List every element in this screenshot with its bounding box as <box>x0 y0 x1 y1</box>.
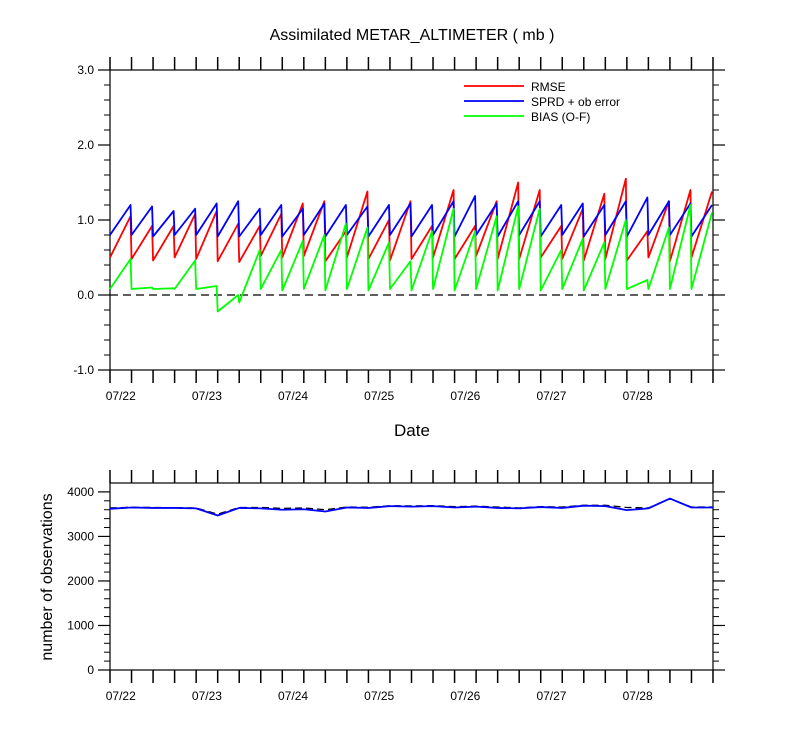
y-tick-label: 0.0 <box>77 288 94 302</box>
x-tick-label: 07/22 <box>106 389 136 403</box>
y-tick-label: 1.0 <box>77 213 94 227</box>
legend-label-sprd-ob-error: SPRD + ob error <box>531 95 620 109</box>
series-line-bias-o-f <box>109 204 713 313</box>
top-plot: 07/22 07/23 07/24 07/25 07/26 07/27 07/28 -1.0 0… <box>73 57 725 403</box>
y-tick-label: 2.0 <box>77 138 94 152</box>
series-line-sprd-ob-error <box>109 195 713 238</box>
x-tick-label: 07/23 <box>192 689 222 703</box>
y-tick-label: 2000 <box>67 574 94 588</box>
y-tick-label: 0 <box>87 663 94 677</box>
x-tick-label: 07/28 <box>623 689 653 703</box>
y-tick-label: 4000 <box>67 485 94 499</box>
legend-label-bias-o-f: BIAS (O-F) <box>531 110 590 124</box>
x-tick-label: 07/25 <box>364 689 394 703</box>
bottom-plot: 07/22 07/23 07/24 07/25 07/26 07/27 07/28 0 1000… <box>67 470 725 703</box>
x-tick-label: 07/25 <box>364 389 394 403</box>
y-tick-label: 3000 <box>67 529 94 543</box>
x-tick-label: 07/24 <box>278 389 308 403</box>
y-tick-label: -1.0 <box>73 363 94 377</box>
y-tick-label: 3.0 <box>77 63 94 77</box>
x-tick-label: 07/26 <box>450 389 480 403</box>
x-axis-title: Date <box>394 421 430 440</box>
x-tick-label: 07/26 <box>450 689 480 703</box>
legend-label-rmse: RMSE <box>531 80 566 94</box>
x-tick-label: 07/23 <box>192 389 222 403</box>
x-tick-label: 07/28 <box>623 389 653 403</box>
series-line-observations-assimilated <box>109 497 713 517</box>
x-tick-label: 07/22 <box>106 689 136 703</box>
x-tick-label: 07/27 <box>536 389 566 403</box>
x-tick-label: 07/24 <box>278 689 308 703</box>
y-tick-label: 1000 <box>67 618 94 632</box>
x-tick-label: 07/27 <box>536 689 566 703</box>
y-axis-title-observations: number of observations <box>39 493 56 660</box>
chart-title: Assimilated METAR_ALTIMETER ( mb ) <box>270 27 555 44</box>
plot-frame <box>109 482 714 671</box>
